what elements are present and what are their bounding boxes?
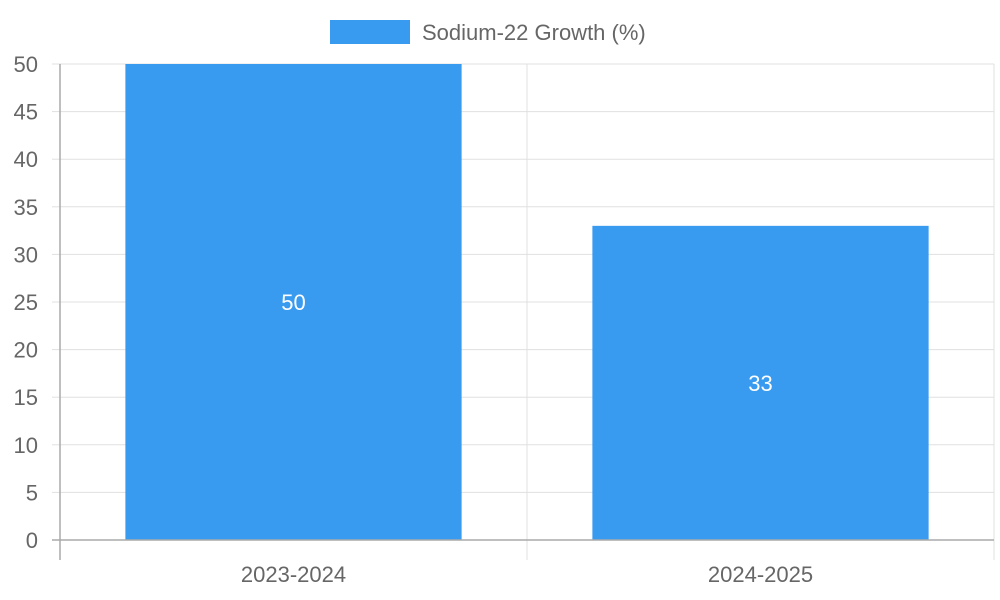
data-label: 50 xyxy=(281,290,305,315)
y-tick-label: 0 xyxy=(26,528,38,553)
legend-label[interactable]: Sodium-22 Growth (%) xyxy=(422,20,646,45)
data-label: 33 xyxy=(748,371,772,396)
y-tick-label: 5 xyxy=(26,480,38,505)
y-tick-label: 50 xyxy=(14,52,38,77)
x-tick-label: 2024-2025 xyxy=(708,562,813,587)
bar[interactable] xyxy=(125,64,462,540)
y-tick-label: 40 xyxy=(14,147,38,172)
bars-layer xyxy=(125,64,929,540)
axis-layer xyxy=(52,64,994,560)
y-tick-label: 10 xyxy=(14,433,38,458)
y-tick-label: 30 xyxy=(14,242,38,267)
y-tick-label: 25 xyxy=(14,290,38,315)
bar[interactable] xyxy=(592,225,929,540)
y-tick-label: 45 xyxy=(14,100,38,125)
x-tick-label: 2023-2024 xyxy=(241,562,346,587)
legend[interactable]: Sodium-22 Growth (%) xyxy=(330,20,646,45)
y-tick-label: 15 xyxy=(14,385,38,410)
y-tick-label: 35 xyxy=(14,195,38,220)
legend-swatch[interactable] xyxy=(330,20,410,44)
y-tick-label: 20 xyxy=(14,338,38,363)
labels-layer: 0 5 10 15 20 25 30 35 40 45 50 50 2023-2024 33 2024-20… xyxy=(14,52,814,587)
